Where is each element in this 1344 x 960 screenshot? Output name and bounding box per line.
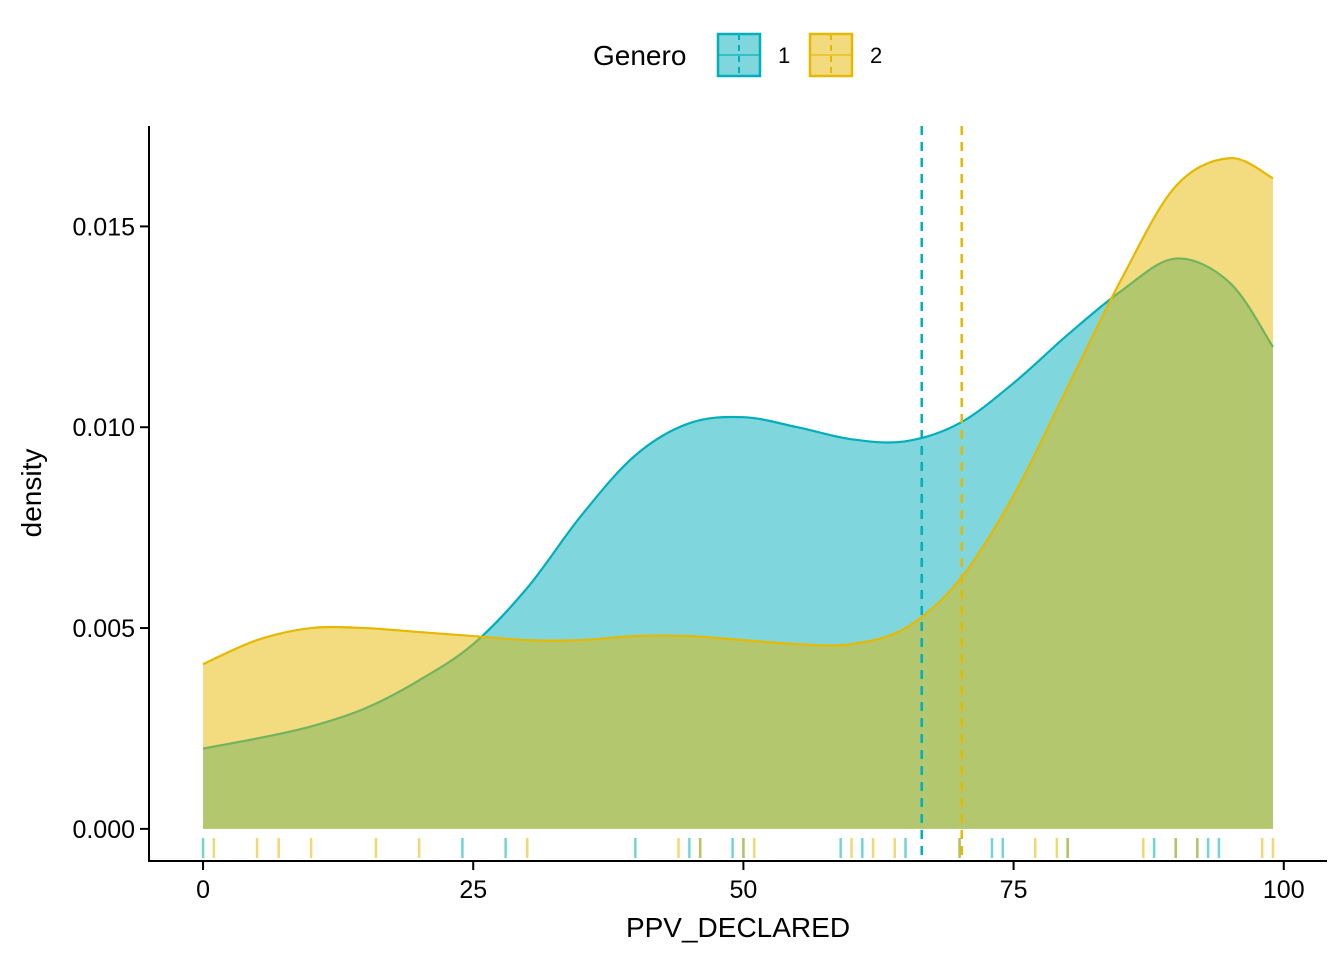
legend-key-2[interactable]: 2 <box>808 32 882 78</box>
x-tick-label-50: 50 <box>729 876 757 904</box>
x-axis-title: PPV_DECLARED <box>626 912 850 943</box>
density-area-2 <box>203 158 1273 829</box>
x-tick-label-0: 0 <box>196 876 210 904</box>
y-tick-label-3: 0.015 <box>72 213 135 241</box>
density-line-2 <box>202 157 1274 666</box>
y-tick-label-0: 0.000 <box>72 816 135 844</box>
legend-title: Genero <box>593 40 686 71</box>
legend-label-1: 1 <box>778 43 790 68</box>
axes: 0 25 50 75 100 0.000 0.005 0.010 0.015 <box>72 126 1327 904</box>
legend-key-1[interactable]: 1 <box>716 32 790 78</box>
y-tick-label-1: 0.005 <box>72 615 135 643</box>
x-tick-label-25: 25 <box>459 876 487 904</box>
plot-area <box>201 126 1275 861</box>
y-axis-title: density <box>16 449 47 538</box>
x-tick-label-75: 75 <box>1000 876 1028 904</box>
legend[interactable]: Genero 1 2 <box>593 32 882 78</box>
legend-label-2: 2 <box>870 43 882 68</box>
x-tick-label-100: 100 <box>1263 876 1305 904</box>
y-tick-label-2: 0.010 <box>72 414 135 442</box>
